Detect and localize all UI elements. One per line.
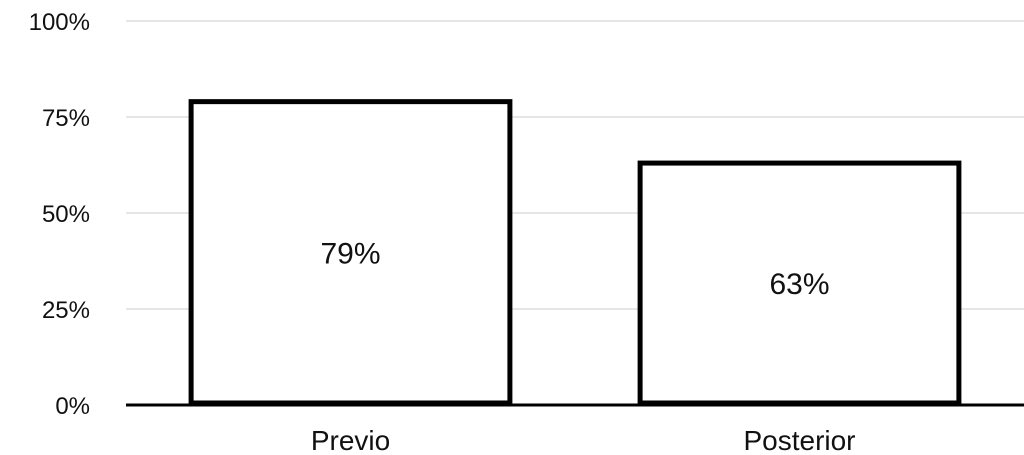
- x-axis-labels: Previo Posterior: [311, 425, 856, 455]
- y-tick-label: 100%: [29, 9, 90, 36]
- bar-previo: [188, 99, 513, 406]
- y-tick-label: 25%: [42, 297, 90, 324]
- x-category-label: Posterior: [743, 425, 855, 455]
- bar-posterior: [637, 160, 962, 406]
- bars: 79% 63%: [188, 99, 962, 406]
- y-tick-label: 50%: [42, 201, 90, 228]
- y-tick-label: 0%: [55, 393, 90, 420]
- x-category-label: Previo: [311, 425, 390, 455]
- y-tick-label: 75%: [42, 105, 90, 132]
- y-axis-ticks: 0% 25% 50% 75% 100%: [29, 9, 90, 420]
- data-label: 63%: [769, 268, 829, 301]
- data-label: 79%: [320, 237, 380, 270]
